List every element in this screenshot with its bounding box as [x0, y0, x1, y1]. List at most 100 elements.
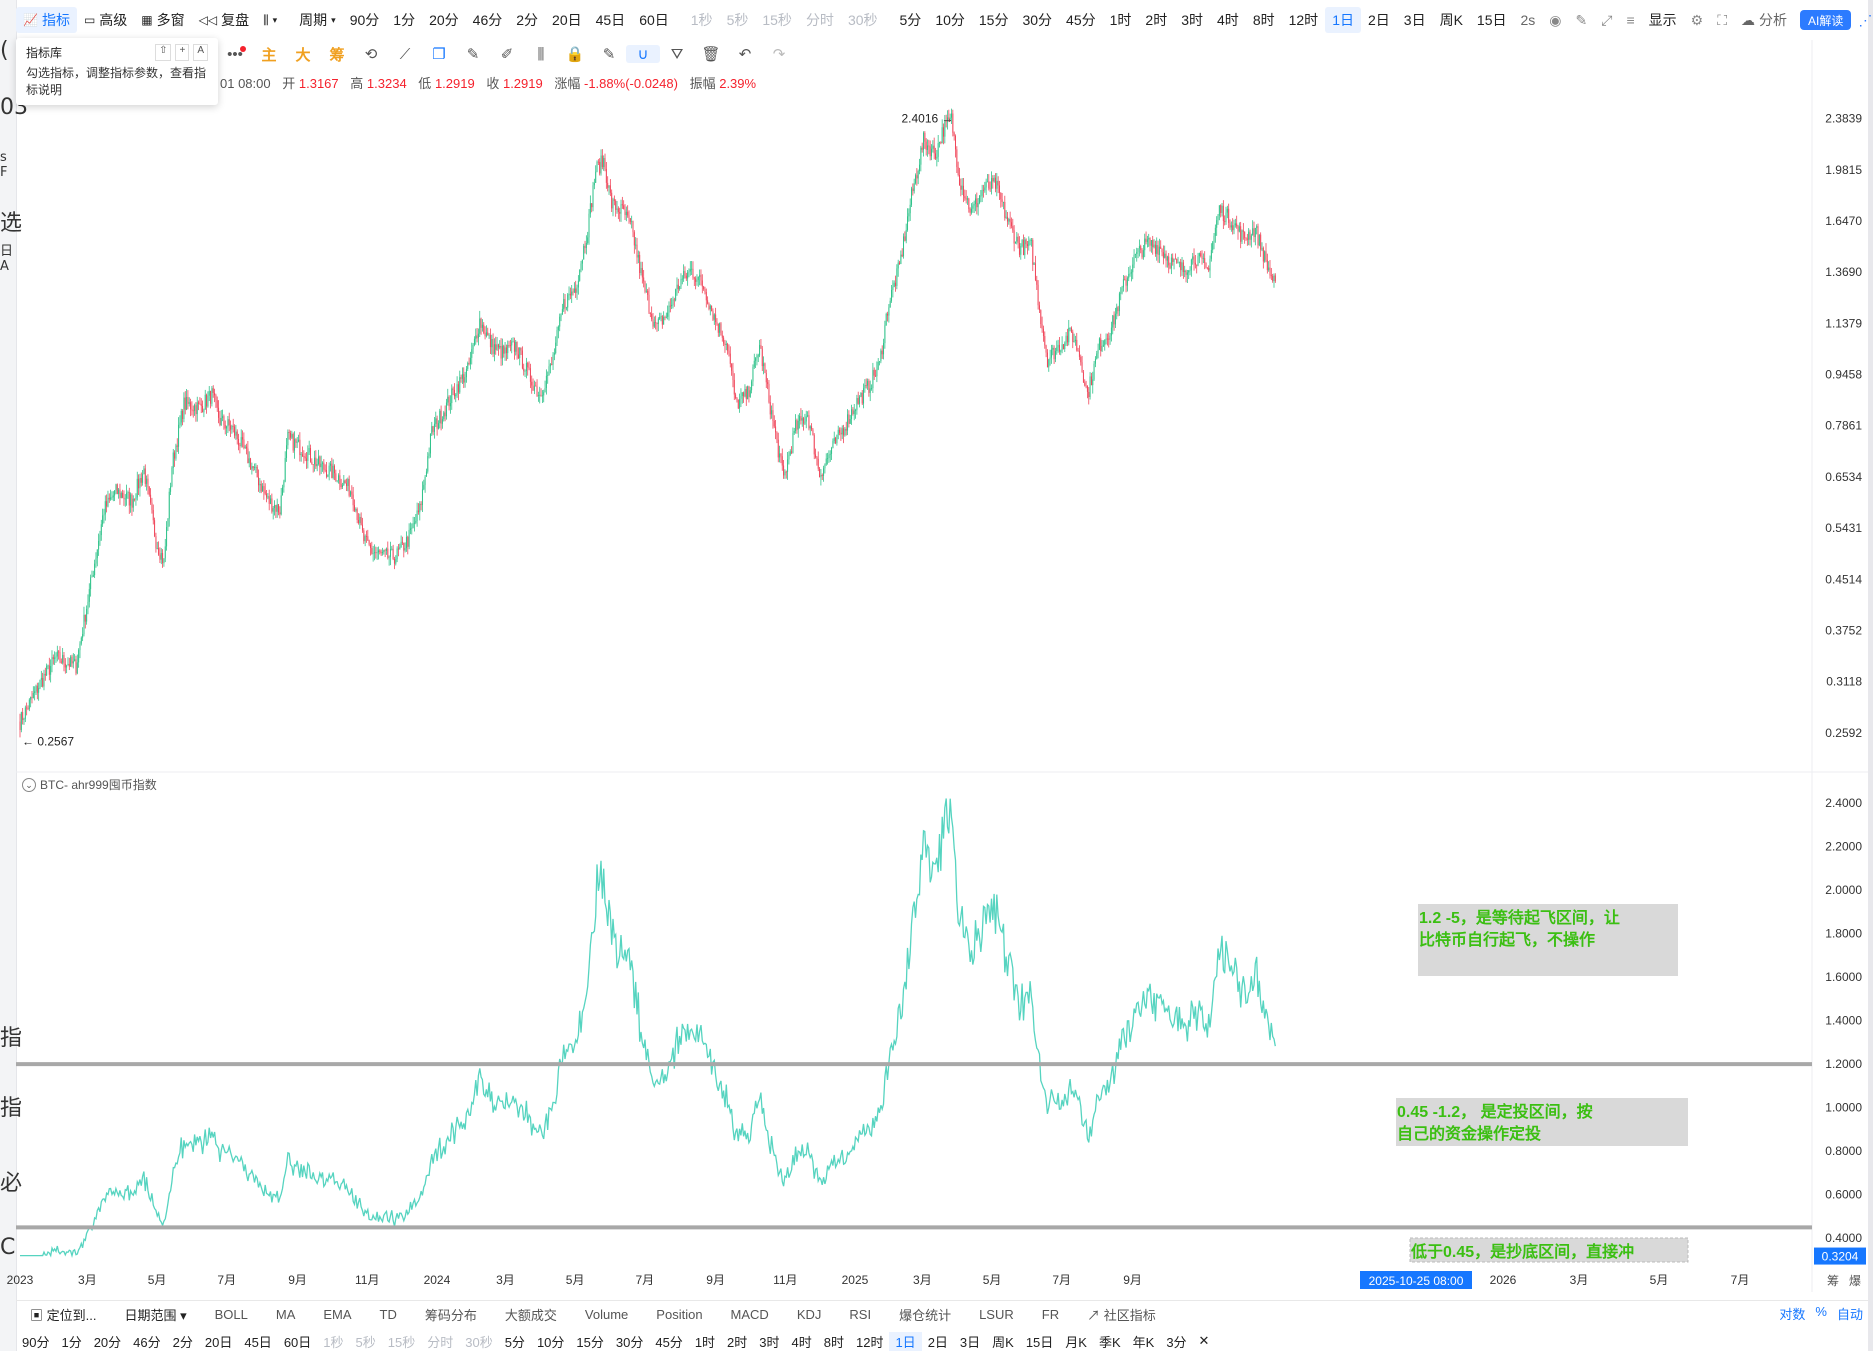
more-icon[interactable]: •••: [227, 45, 243, 63]
period-button-分时[interactable]: 分时: [799, 7, 841, 33]
period-button-30秒[interactable]: 30秒: [841, 7, 885, 33]
filter-icon[interactable]: ⛛: [670, 45, 684, 63]
locate-button[interactable]: ▣ 定位到...: [16, 1305, 110, 1324]
magnet-icon[interactable]: ∪: [626, 45, 660, 63]
period-2日[interactable]: 2日: [927, 1334, 948, 1350]
period-button-周期[interactable]: 周期 ▾: [292, 7, 343, 33]
period-90分[interactable]: 90分: [22, 1334, 50, 1350]
period-button-30分[interactable]: 30分: [1015, 7, 1059, 33]
period-3分[interactable]: 3分: [1166, 1334, 1187, 1350]
redo-icon[interactable]: ↷: [772, 46, 786, 63]
indicator-toggle-EMA[interactable]: EMA: [309, 1307, 365, 1322]
pencil-icon[interactable]: ✎: [1575, 11, 1588, 28]
ai-analysis-button[interactable]: AI解读: [1800, 10, 1852, 30]
period-月K[interactable]: 月K: [1065, 1334, 1087, 1350]
overlay-toggle-2[interactable]: 大: [295, 46, 311, 64]
period-button-高级[interactable]: ▭ 高级: [77, 7, 134, 33]
period-60日[interactable]: 60日: [283, 1334, 312, 1350]
analysis-button[interactable]: ☁ 分析: [1734, 7, 1794, 33]
indicator-toggle-KDJ[interactable]: KDJ: [783, 1307, 836, 1322]
period-8时[interactable]: 8时: [823, 1334, 844, 1350]
period-20日[interactable]: 20日: [204, 1334, 233, 1350]
brush-icon[interactable]: ✐: [500, 46, 514, 63]
undo-icon[interactable]: ↶: [738, 46, 752, 63]
period-button-46分[interactable]: 46分: [466, 7, 510, 33]
period-button-15日[interactable]: 15日: [1470, 7, 1514, 33]
period-15秒[interactable]: 15秒: [387, 1334, 416, 1350]
scale-toggle[interactable]: 自动: [1836, 1307, 1863, 1322]
period-button-3时[interactable]: 3时: [1174, 7, 1210, 33]
period-15日[interactable]: 15日: [1025, 1334, 1054, 1350]
date-range-dropdown[interactable]: 日期范围 ▾: [110, 1305, 200, 1324]
period-3日[interactable]: 3日: [959, 1334, 981, 1350]
period-button-45日[interactable]: 45日: [589, 7, 633, 33]
period-1时[interactable]: 1时: [694, 1334, 716, 1350]
period-button-1日[interactable]: 1日: [1325, 7, 1361, 33]
indicator-toggle-LSUR[interactable]: LSUR: [965, 1307, 1028, 1322]
lock-icon[interactable]: 🔒: [565, 46, 585, 63]
indicator-toggle-筹码分布[interactable]: 筹码分布: [411, 1305, 491, 1324]
period-button-3日[interactable]: 3日: [1397, 7, 1433, 33]
period-button-45分[interactable]: 45分: [1059, 7, 1103, 33]
period-button-1秒[interactable]: 1秒: [684, 7, 720, 33]
period-10分[interactable]: 10分: [536, 1334, 565, 1350]
period-46分[interactable]: 46分: [133, 1334, 161, 1350]
period-15分[interactable]: 15分: [576, 1334, 604, 1350]
indicator-toggle-Volume[interactable]: Volume: [571, 1307, 642, 1322]
period-button-5分[interactable]: 5分: [893, 7, 929, 33]
period-分时[interactable]: 分时: [427, 1334, 454, 1350]
period-button-1时[interactable]: 1时: [1103, 7, 1139, 33]
indicator-toggle-Position[interactable]: Position: [642, 1307, 716, 1322]
period-4时[interactable]: 4时: [791, 1334, 812, 1350]
overlay-toggle-1[interactable]: 主: [261, 46, 277, 64]
list-icon[interactable]: ≡: [1626, 12, 1635, 28]
chart-type-button[interactable]: ⫼ ▾: [256, 7, 284, 33]
period-button-15秒[interactable]: 15秒: [755, 7, 799, 33]
indicator-pane-label[interactable]: ⌄ BTC- ahr999囤币指数: [22, 776, 157, 793]
period-周K[interactable]: 周K: [992, 1334, 1014, 1350]
period-12时[interactable]: 12时: [855, 1334, 884, 1350]
indicator-toggle-RSI[interactable]: RSI: [835, 1307, 885, 1322]
period-button-周K[interactable]: 周K: [1433, 7, 1470, 33]
period-button-多窗[interactable]: ▦ 多窗: [134, 7, 191, 33]
period-2分[interactable]: 2分: [172, 1334, 193, 1350]
indicator-toggle-社区指标[interactable]: ↗ 社区指标: [1073, 1305, 1170, 1324]
close-icon[interactable]: ✕: [1198, 1333, 1210, 1348]
period-1日[interactable]: 1日: [889, 1331, 922, 1351]
indicator-toggle-BOLL[interactable]: BOLL: [201, 1307, 262, 1322]
period-button-5秒[interactable]: 5秒: [720, 7, 756, 33]
refresh-interval[interactable]: 2s: [1520, 12, 1536, 28]
period-2时[interactable]: 2时: [727, 1334, 748, 1350]
period-1秒[interactable]: 1秒: [323, 1334, 344, 1350]
period-季K[interactable]: 季K: [1098, 1334, 1121, 1350]
period-button-4时[interactable]: 4时: [1210, 7, 1246, 33]
expand-icon[interactable]: ⛶: [1717, 11, 1727, 28]
collapse-icon[interactable]: ⌄: [22, 777, 36, 792]
indicator-toggle-MA[interactable]: MA: [262, 1307, 310, 1322]
scale-toggle[interactable]: %: [1815, 1304, 1827, 1319]
camera-icon[interactable]: ◉: [1549, 11, 1562, 28]
period-button-指标[interactable]: 📈 指标: [16, 7, 77, 33]
period-button-10分[interactable]: 10分: [928, 7, 972, 33]
period-button-2时[interactable]: 2时: [1138, 7, 1174, 33]
measure-icon[interactable]: ⫼: [537, 45, 545, 63]
indicator-toggle-TD[interactable]: TD: [366, 1307, 411, 1322]
indicator-toggle-大额成交[interactable]: 大额成交: [491, 1305, 571, 1324]
period-button-60日[interactable]: 60日: [632, 7, 676, 33]
share-icon[interactable]: ⋰: [1858, 11, 1873, 28]
corner-shortcut[interactable]: 爆: [1848, 1274, 1861, 1288]
display-button[interactable]: 显示: [1648, 12, 1677, 28]
pen-icon[interactable]: ✎: [466, 46, 480, 63]
period-30秒[interactable]: 30秒: [465, 1334, 493, 1350]
period-button-90分[interactable]: 90分: [343, 7, 387, 33]
period-button-8时[interactable]: 8时: [1246, 7, 1282, 33]
chart-canvas[interactable]: 2.3839 1.9815 1.6470 1.3690 1.1379 0.9458 0.78…: [0, 0, 1868, 1298]
indicator-toggle-FR[interactable]: FR: [1028, 1307, 1073, 1322]
period-button-1分[interactable]: 1分: [386, 7, 422, 33]
overlay-toggle-3[interactable]: 筹: [329, 46, 345, 64]
period-45日[interactable]: 45日: [244, 1334, 272, 1350]
fullscreen-icon[interactable]: ⤢: [1601, 11, 1613, 28]
corner-shortcut[interactable]: 筹: [1826, 1274, 1839, 1288]
period-button-12时[interactable]: 12时: [1282, 7, 1326, 33]
